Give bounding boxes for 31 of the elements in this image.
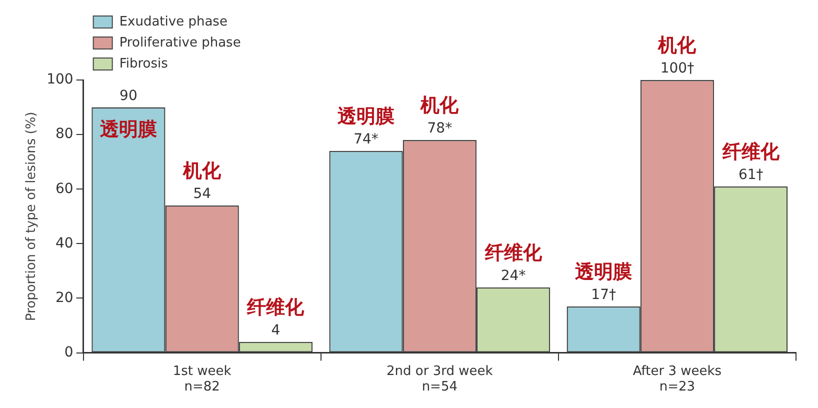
data-label: 74* <box>354 132 378 148</box>
data-label: 61† <box>738 167 764 184</box>
data-label: 17† <box>591 287 616 304</box>
x-tick-label: 2nd or 3rd week n=54 <box>386 364 494 395</box>
annotation: 纤维化 <box>484 242 543 264</box>
x-tick-label: 1st week n=82 <box>172 364 232 395</box>
annotation: 透明膜 <box>98 118 157 141</box>
data-label: 54 <box>193 186 212 202</box>
y-tick-label: 40 <box>55 235 74 252</box>
data-label: 78* <box>427 120 452 137</box>
y-axis-title: Proportion of type of lesions (%) <box>24 112 40 322</box>
data-label: 4 <box>271 322 280 339</box>
legend-label: Exudative phase <box>119 14 228 30</box>
data-label: 24* <box>500 268 526 284</box>
annotation: 机化 <box>182 160 222 182</box>
y-tick-label: 100 <box>46 72 74 88</box>
annotation: 透明膜 <box>336 105 395 128</box>
annotation: 机化 <box>420 94 460 116</box>
text: 机化 <box>657 34 698 56</box>
y-tick-label: 20 <box>55 290 74 306</box>
y-tick-label: 80 <box>55 126 74 142</box>
annotation: 纤维化 <box>246 296 306 318</box>
x-tick-label: After 3 weeks n=23 <box>632 364 722 395</box>
y-tick-label: 0 <box>64 344 74 360</box>
annotation: 透明膜 <box>574 260 632 283</box>
data-label: 90 <box>120 88 138 104</box>
annotation: 纤维化 <box>721 140 780 163</box>
legend-label: Fibrosis <box>119 56 168 72</box>
y-tick-label: 60 <box>55 180 74 197</box>
legend-label: Proliferative phase <box>119 35 241 50</box>
data-label: 100† <box>660 60 694 77</box>
